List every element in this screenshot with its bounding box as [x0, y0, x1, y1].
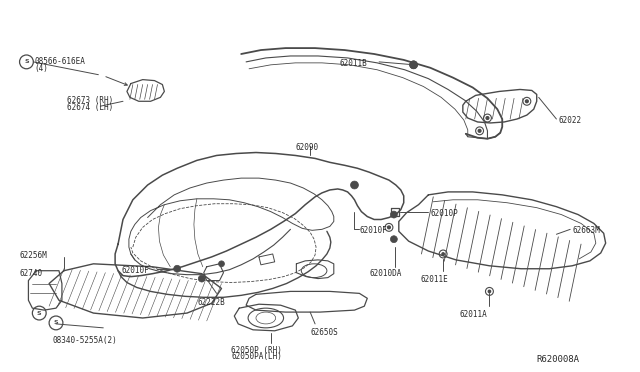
Text: 62050PA(LH): 62050PA(LH) [231, 353, 282, 362]
Circle shape [486, 117, 489, 119]
Text: 62222B: 62222B [198, 298, 226, 307]
Text: 62011E: 62011E [420, 275, 448, 284]
Circle shape [390, 236, 397, 243]
Circle shape [390, 211, 397, 218]
Text: 62011B: 62011B [340, 59, 367, 68]
Text: 62022: 62022 [558, 116, 582, 125]
Circle shape [388, 226, 390, 229]
Circle shape [410, 61, 417, 69]
Text: 62650S: 62650S [310, 328, 338, 337]
Text: 62010P: 62010P [430, 209, 458, 218]
Circle shape [218, 261, 225, 267]
Circle shape [410, 61, 417, 69]
Text: 62663M: 62663M [572, 227, 600, 235]
Text: (4): (4) [35, 64, 48, 73]
Text: 62011A: 62011A [460, 310, 488, 319]
Text: 08340-5255A(2): 08340-5255A(2) [52, 336, 117, 345]
Circle shape [478, 129, 481, 132]
Text: 62740: 62740 [20, 269, 43, 278]
Text: 08566-616EA: 08566-616EA [35, 57, 85, 66]
Text: 62256M: 62256M [20, 251, 47, 260]
Text: 62010F: 62010F [121, 266, 148, 275]
Text: 62010F: 62010F [360, 227, 387, 235]
Circle shape [442, 253, 444, 255]
Text: 62050P (RH): 62050P (RH) [231, 346, 282, 355]
Text: 62673 (RH): 62673 (RH) [67, 96, 113, 105]
Circle shape [525, 100, 528, 103]
Text: 62010DA: 62010DA [369, 269, 402, 278]
Text: 62674 (LH): 62674 (LH) [67, 103, 113, 112]
Circle shape [488, 290, 491, 293]
Circle shape [198, 275, 205, 282]
Text: S: S [37, 311, 42, 315]
Circle shape [351, 181, 358, 189]
Text: R620008A: R620008A [537, 355, 580, 365]
Circle shape [173, 265, 180, 272]
Text: 62090: 62090 [296, 142, 319, 152]
Text: S: S [54, 320, 58, 326]
Text: S: S [24, 60, 29, 64]
